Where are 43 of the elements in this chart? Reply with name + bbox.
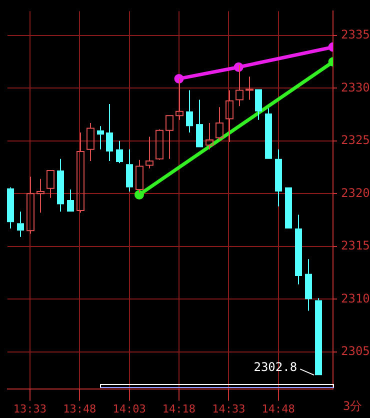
candlestick — [46, 170, 54, 198]
candlestick — [275, 148, 282, 207]
y-tick-label: 2310 — [341, 291, 370, 306]
candlestick — [216, 106, 224, 140]
candlestick — [126, 148, 133, 192]
candlestick — [186, 90, 193, 133]
candlestick — [166, 115, 174, 160]
candlestick — [97, 126, 104, 150]
candlestick — [106, 104, 113, 162]
candlestick — [305, 258, 312, 312]
candlestick — [57, 158, 64, 212]
y-tick-label: 2305 — [341, 344, 370, 358]
x-tick-label: 14:48 — [262, 402, 295, 416]
candlestick — [226, 90, 234, 142]
candlestick — [206, 122, 214, 150]
x-tick-label: 14:03 — [112, 402, 146, 416]
x-tick-label: 13:48 — [63, 402, 96, 416]
candlestick — [236, 64, 244, 107]
text: 3分 — [343, 398, 362, 413]
candlestick — [116, 140, 123, 164]
candlestick — [295, 214, 302, 285]
x-tick-label: 13:33 — [13, 402, 47, 416]
candlestick — [76, 132, 84, 214]
candlestick — [196, 99, 203, 148]
x-tick-label: 14:33 — [212, 402, 246, 416]
candlestick — [67, 188, 74, 212]
candlestick — [17, 211, 24, 238]
y-tick-label: 2330 — [341, 80, 370, 94]
candlestick — [26, 176, 34, 234]
candlestick — [255, 89, 262, 120]
candlestick — [246, 76, 254, 100]
y-tick-label: 2315 — [341, 238, 370, 253]
candlestick — [265, 108, 272, 159]
candlestick — [36, 178, 44, 214]
candlestick — [7, 186, 14, 229]
y-tick-label: 2320 — [341, 186, 370, 200]
annotation: 2302.8 — [254, 360, 298, 374]
x-tick-label: 14:18 — [162, 402, 196, 416]
candlestick — [146, 136, 154, 169]
candlestick — [315, 298, 322, 376]
y-tick-label: 2335 — [341, 28, 370, 42]
candlestick — [86, 122, 94, 162]
y-tick-label: 2325 — [341, 133, 370, 148]
